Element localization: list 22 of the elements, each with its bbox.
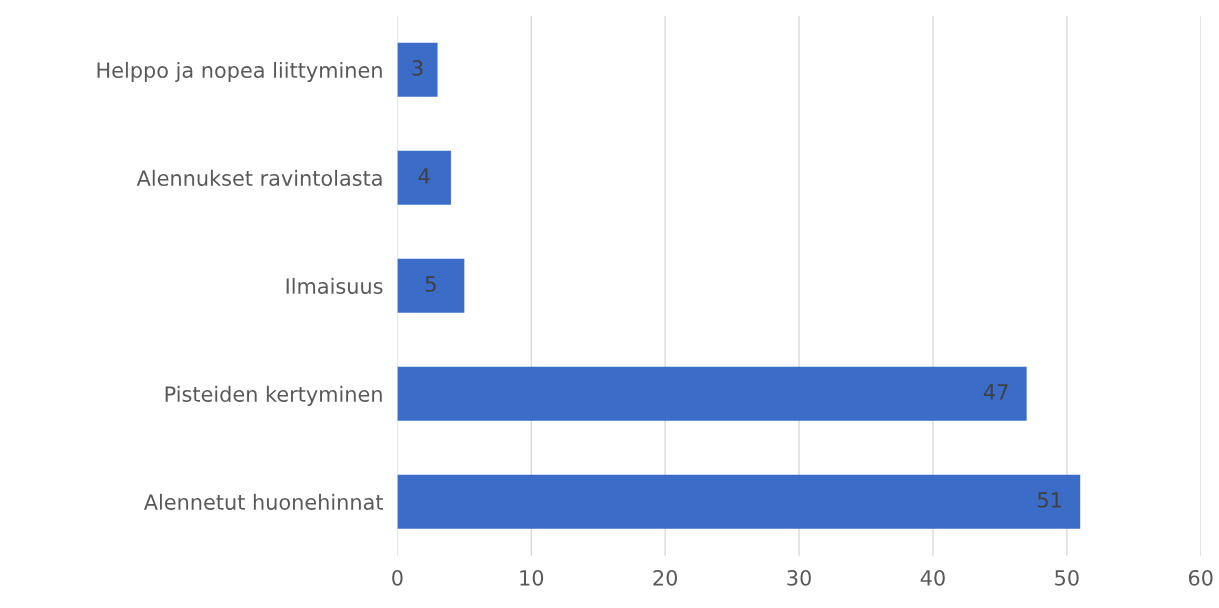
- x-tick-label: 40: [920, 569, 945, 586]
- y-tick-label: Helppo ja nopea liittyminen: [97, 61, 382, 83]
- bar: [397, 474, 1081, 529]
- bar: [397, 258, 465, 313]
- x-tick-label: 30: [787, 569, 811, 586]
- data-label: 5: [425, 276, 436, 292]
- x-tick-label: 60: [1188, 569, 1213, 586]
- data-label: 4: [418, 168, 430, 184]
- bar: [397, 366, 1027, 421]
- y-tick-label: Pisteiden kertyminen: [165, 385, 382, 406]
- data-label: 51: [1038, 492, 1061, 508]
- bar: [397, 42, 438, 97]
- bar: [397, 150, 451, 205]
- y-tick-label: Alennukset ravintolasta: [136, 169, 382, 186]
- x-tick-label: 50: [1055, 569, 1079, 586]
- x-tick-label: 10: [520, 569, 544, 586]
- x-tick-label: 20: [653, 569, 678, 586]
- data-label: 3: [412, 60, 423, 76]
- y-tick-label: Ilmaisuus: [286, 277, 383, 294]
- x-tick-label: 0: [392, 569, 403, 586]
- y-tick-label: Alennetut huonehinnat: [143, 493, 384, 510]
- data-label: 47: [983, 384, 1008, 400]
